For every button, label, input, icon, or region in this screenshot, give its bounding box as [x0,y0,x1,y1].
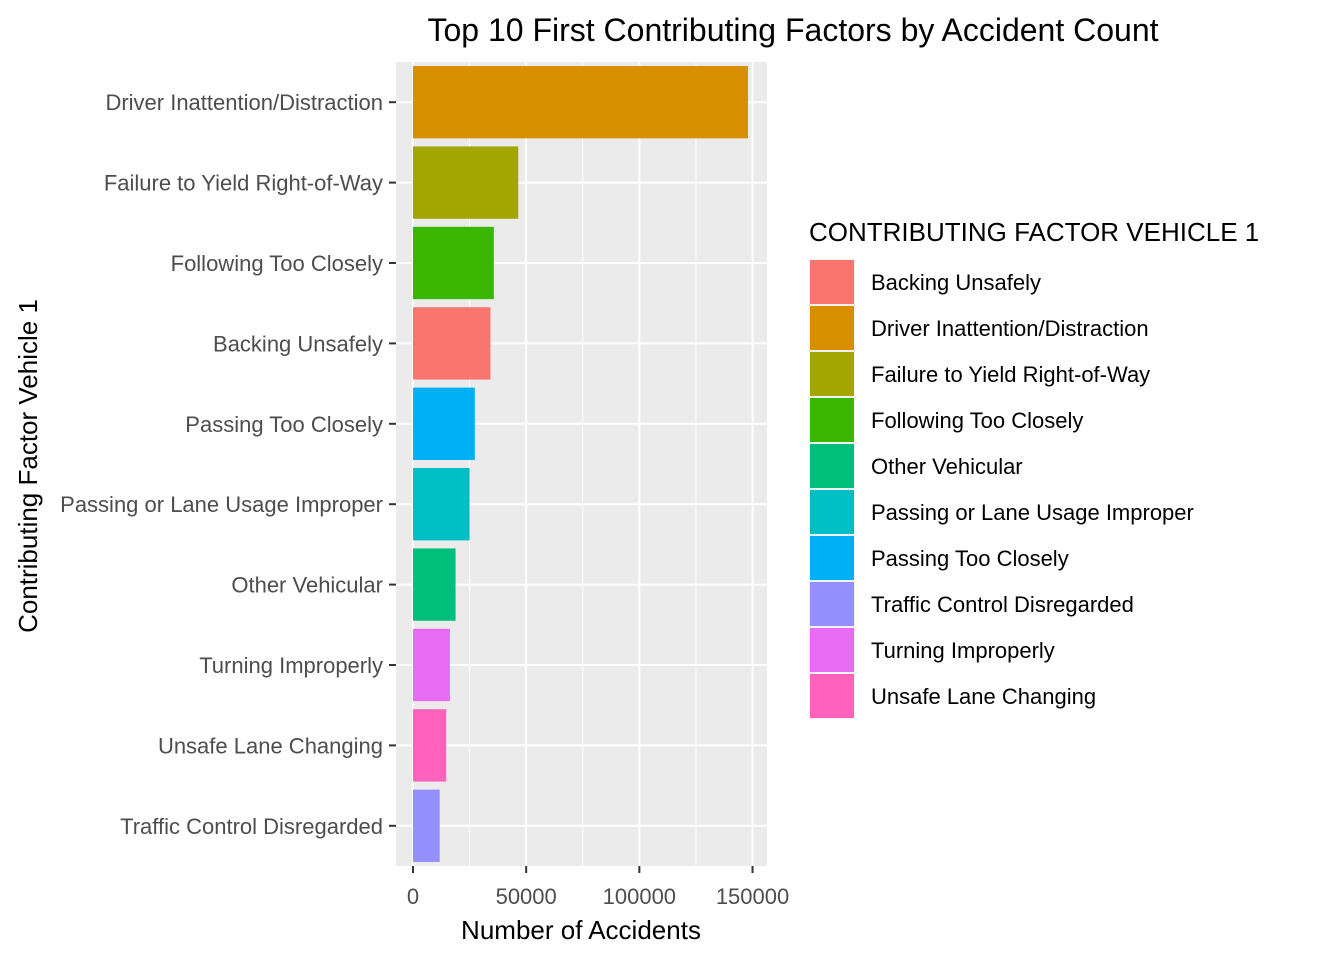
bar [413,226,494,300]
y-tick-label: Turning Improperly [199,653,383,678]
bar [413,548,456,621]
x-tick-label: 50000 [496,884,557,909]
legend-swatch [810,628,854,672]
legend-label: Backing Unsafely [871,270,1041,295]
x-axis-title: Number of Accidents [461,915,701,945]
legend: CONTRIBUTING FACTOR VEHICLE 1 Backing Un… [809,217,1259,719]
legend-swatch [810,444,854,488]
bar [413,307,491,380]
y-tick-label: Unsafe Lane Changing [158,733,383,758]
legend-swatch [810,352,854,396]
bars [413,66,748,862]
legend-swatch [810,582,854,626]
legend-label: Failure to Yield Right-of-Way [871,362,1150,387]
bar [413,628,450,702]
legend-label: Turning Improperly [871,638,1055,663]
bar [413,468,470,541]
legend-title: CONTRIBUTING FACTOR VEHICLE 1 [809,217,1259,247]
bar [413,66,748,139]
bar [413,146,519,219]
legend-label: Unsafe Lane Changing [871,684,1096,709]
legend-swatch [810,674,854,718]
legend-swatch [810,490,854,534]
y-tick-label: Passing Too Closely [185,412,383,437]
y-tick-label: Traffic Control Disregarded [120,814,383,839]
chart-title: Top 10 First Contributing Factors by Acc… [427,12,1158,48]
y-axis-title: Contributing Factor Vehicle 1 [13,299,43,633]
legend-label: Passing Too Closely [871,546,1069,571]
legend-swatch [810,260,854,304]
y-tick-label: Following Too Closely [171,251,383,276]
x-tick-label: 100000 [603,884,676,909]
y-axis: Driver Inattention/Distraction Failure to… [60,90,396,839]
x-tick-label: 150000 [716,884,789,909]
legend-swatch [810,306,854,350]
legend-label: Following Too Closely [871,408,1083,433]
y-tick-label: Other Vehicular [231,573,383,598]
x-axis: 0 50000 100000 150000 [407,866,789,909]
y-tick-label: Passing or Lane Usage Improper [60,492,383,517]
y-tick-label: Backing Unsafely [213,331,383,356]
y-tick-label: Failure to Yield Right-of-Way [104,171,383,196]
legend-label: Traffic Control Disregarded [871,592,1134,617]
legend-label: Driver Inattention/Distraction [871,316,1149,341]
bar [413,789,440,862]
y-tick-label: Driver Inattention/Distraction [105,90,383,115]
legend-swatch [810,536,854,580]
bar [413,387,475,460]
legend-label: Passing or Lane Usage Improper [871,500,1194,525]
legend-swatch [810,398,854,442]
bar [413,709,447,782]
x-tick-label: 0 [407,884,419,909]
legend-label: Other Vehicular [871,454,1023,479]
